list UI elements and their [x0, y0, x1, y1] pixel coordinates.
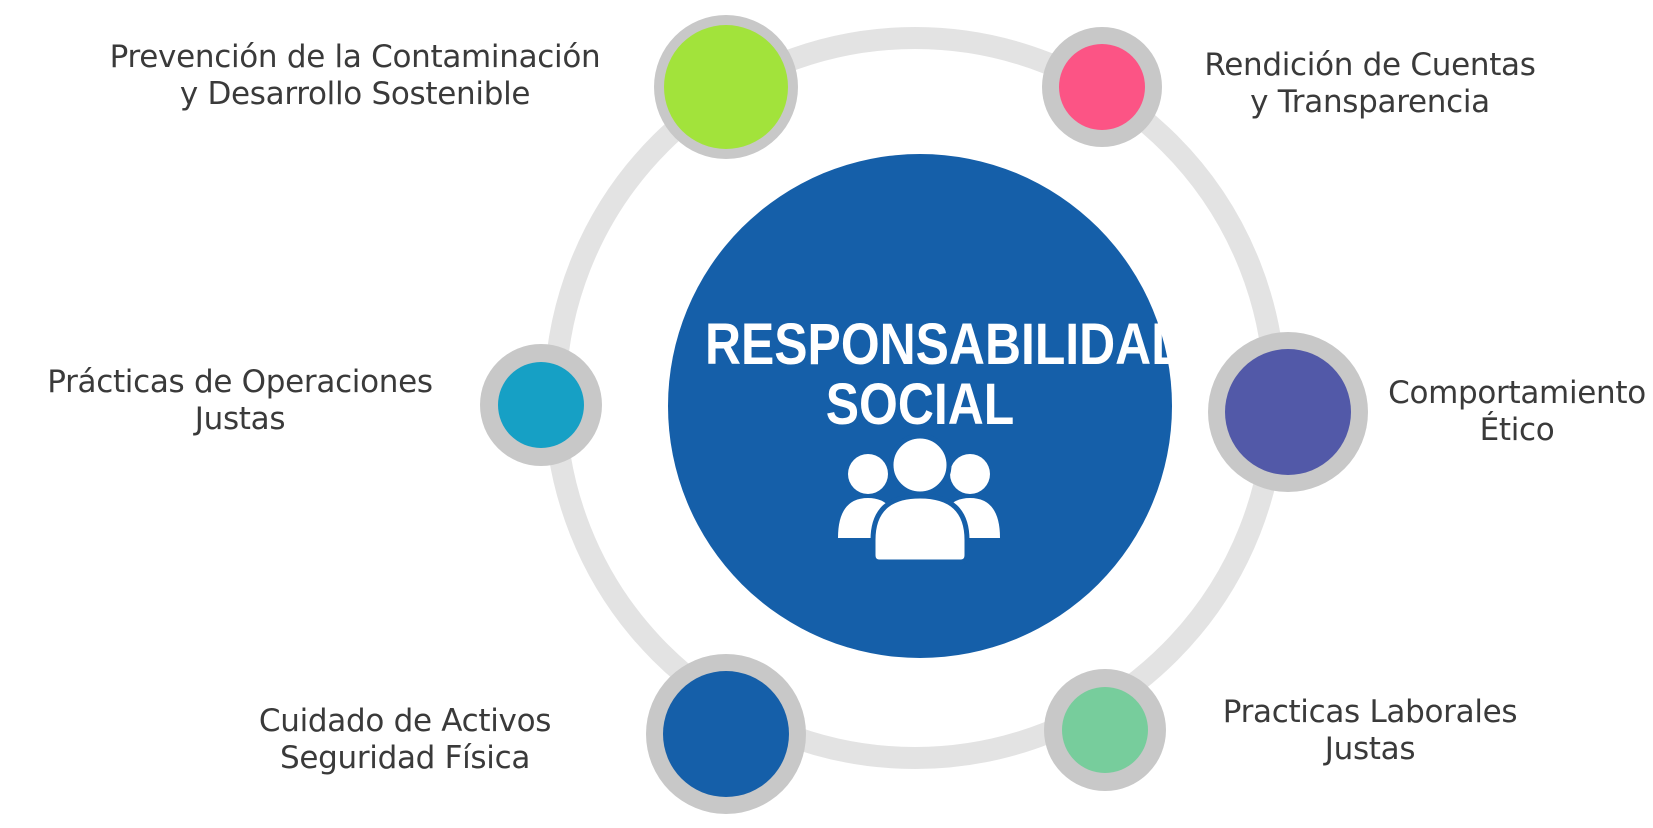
node-activos-fill [663, 671, 789, 797]
center-circle [668, 154, 1172, 658]
label-comportamiento-line1: Comportamiento [1388, 375, 1646, 411]
center-title-line2: SOCIAL [825, 372, 1015, 437]
node-operaciones [480, 344, 602, 466]
label-prevencion-line2: y Desarrollo Sostenible [179, 76, 531, 112]
label-comportamiento: Comportamiento Ético [1383, 375, 1651, 449]
label-operaciones-line2: Justas [194, 401, 286, 437]
label-prevencion: Prevención de la Contaminación y Desarro… [100, 39, 610, 113]
node-prevencion-fill [664, 25, 788, 149]
label-prevencion-line1: Prevención de la Contaminación [109, 39, 601, 75]
node-comportamiento [1208, 332, 1368, 492]
node-rendicion-fill [1059, 44, 1145, 130]
node-activos [646, 654, 806, 814]
node-operaciones-fill [498, 362, 584, 448]
people-group-icon [838, 433, 1000, 565]
center-title: RESPONSABILIDAD SOCIAL [705, 312, 1188, 437]
label-activos-line2: Seguridad Física [279, 740, 531, 776]
node-rendicion [1042, 27, 1162, 147]
label-activos-line1: Cuidado de Activos [258, 703, 552, 739]
label-rendicion: Rendición de Cuentas y Transparencia [1190, 47, 1550, 121]
label-activos: Cuidado de Activos Seguridad Física [245, 703, 565, 777]
label-rendicion-line1: Rendición de Cuentas [1204, 47, 1536, 83]
label-operaciones: Prácticas de Operaciones Justas [20, 364, 460, 438]
center-title-line1: RESPONSABILIDAD [705, 312, 1188, 377]
label-operaciones-line1: Prácticas de Operaciones [47, 364, 433, 400]
node-laborales-fill [1062, 687, 1148, 773]
label-laborales-line1: Practicas Laborales [1222, 694, 1518, 730]
label-laborales-line2: Justas [1324, 731, 1416, 767]
label-laborales: Practicas Laborales Justas [1205, 694, 1535, 768]
node-comportamiento-fill [1225, 349, 1351, 475]
label-comportamiento-line2: Ético [1479, 412, 1555, 448]
node-laborales [1044, 669, 1166, 791]
node-prevencion [654, 15, 798, 159]
label-rendicion-line2: y Transparencia [1250, 84, 1490, 120]
